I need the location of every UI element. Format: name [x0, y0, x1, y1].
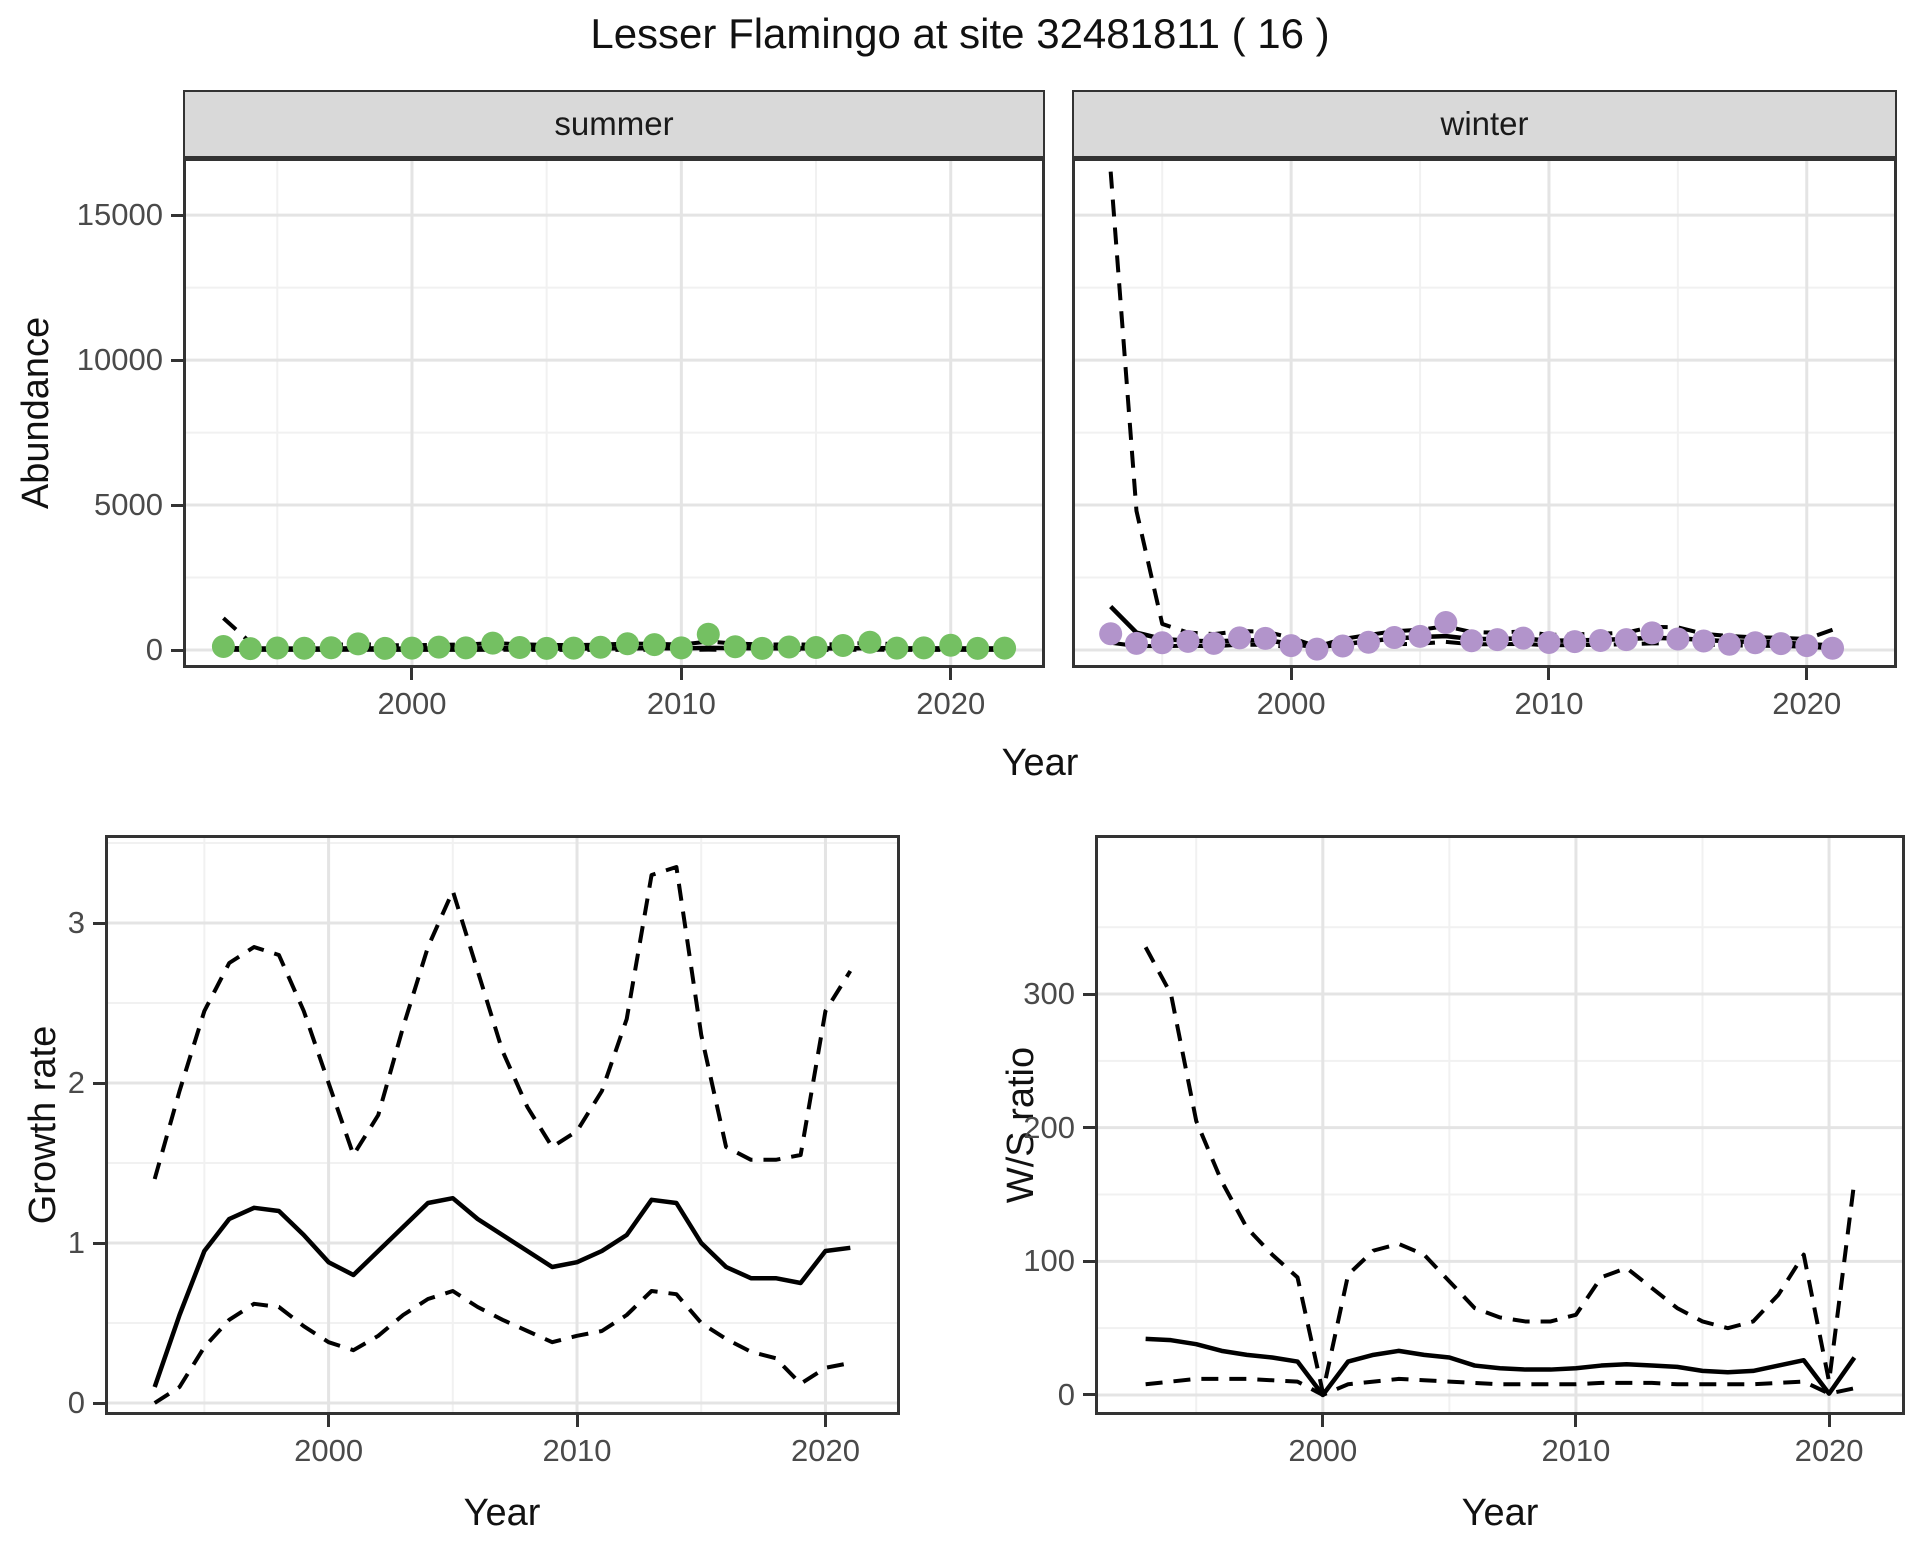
x-tick-label: 2010	[1514, 686, 1584, 721]
y-tick-mark	[93, 921, 105, 925]
y-tick-mark	[171, 648, 183, 652]
x-tick-mark	[410, 668, 414, 680]
x-tick-mark	[1547, 668, 1551, 680]
y-tick-mark	[171, 503, 183, 507]
y-tick-label: 5000	[94, 487, 163, 523]
facet-strip-winter-label: winter	[1440, 105, 1529, 142]
x-tick-label: 2020	[1772, 686, 1842, 721]
x-axis-title-year-top: Year	[1001, 742, 1079, 784]
x-tick-label: 2010	[1541, 1433, 1611, 1468]
x-tick-mark	[575, 1415, 579, 1427]
x-tick-label: 2020	[916, 686, 986, 721]
y-tick-mark	[1083, 1126, 1095, 1130]
x-tick-mark	[1574, 1415, 1578, 1427]
ws-ratio-panel	[1095, 835, 1905, 1415]
x-tick-mark	[327, 1415, 331, 1427]
y-tick-mark	[1083, 1393, 1095, 1397]
x-axis-title-year-growth: Year	[463, 1492, 541, 1534]
facet-strip-summer: summer	[183, 90, 1045, 158]
x-tick-label: 2010	[542, 1433, 612, 1468]
y-tick-label: 10000	[76, 342, 163, 378]
y-tick-mark	[93, 1081, 105, 1085]
x-tick-mark	[823, 1415, 827, 1427]
x-tick-label: 2000	[1288, 1433, 1358, 1468]
x-tick-mark	[1805, 668, 1809, 680]
y-tick-mark	[1083, 1259, 1095, 1263]
y-tick-mark	[171, 358, 183, 362]
winter-abundance-panel	[1072, 158, 1897, 668]
x-tick-label: 2000	[377, 686, 447, 721]
chart-title: Lesser Flamingo at site 32481811 ( 16 )	[590, 10, 1330, 57]
x-tick-mark	[949, 668, 953, 680]
y-tick-label: 300	[1023, 976, 1075, 1012]
y-tick-label: 2	[67, 1065, 85, 1100]
x-tick-mark	[679, 668, 683, 680]
y-tick-mark	[93, 1401, 105, 1405]
y-tick-label: 0	[1057, 1376, 1075, 1412]
growth-rate-panel	[105, 835, 900, 1415]
x-tick-mark	[1827, 1415, 1831, 1427]
y-tick-label: 1	[67, 1225, 85, 1260]
y-tick-label: 200	[1023, 1109, 1075, 1145]
y-tick-label: 0	[67, 1385, 85, 1420]
x-tick-label: 2010	[646, 686, 716, 721]
x-tick-label: 2000	[294, 1433, 364, 1468]
x-tick-mark	[1289, 668, 1293, 680]
x-tick-mark	[1321, 1415, 1325, 1427]
x-tick-label: 2000	[1256, 686, 1326, 721]
x-tick-label: 2020	[790, 1433, 860, 1468]
y-tick-mark	[171, 213, 183, 217]
y-tick-label: 15000	[76, 197, 163, 233]
y-tick-mark	[93, 1241, 105, 1245]
y-tick-label: 3	[67, 905, 85, 940]
y-tick-mark	[1083, 992, 1095, 996]
summer-abundance-panel	[183, 158, 1045, 668]
y-tick-label: 0	[145, 632, 163, 668]
x-axis-title-year-ws: Year	[1461, 1492, 1539, 1534]
y-tick-label: 100	[1023, 1243, 1075, 1279]
x-tick-label: 2020	[1794, 1433, 1864, 1468]
facet-strip-winter: winter	[1072, 90, 1897, 158]
facet-strip-summer-label: summer	[554, 105, 674, 142]
